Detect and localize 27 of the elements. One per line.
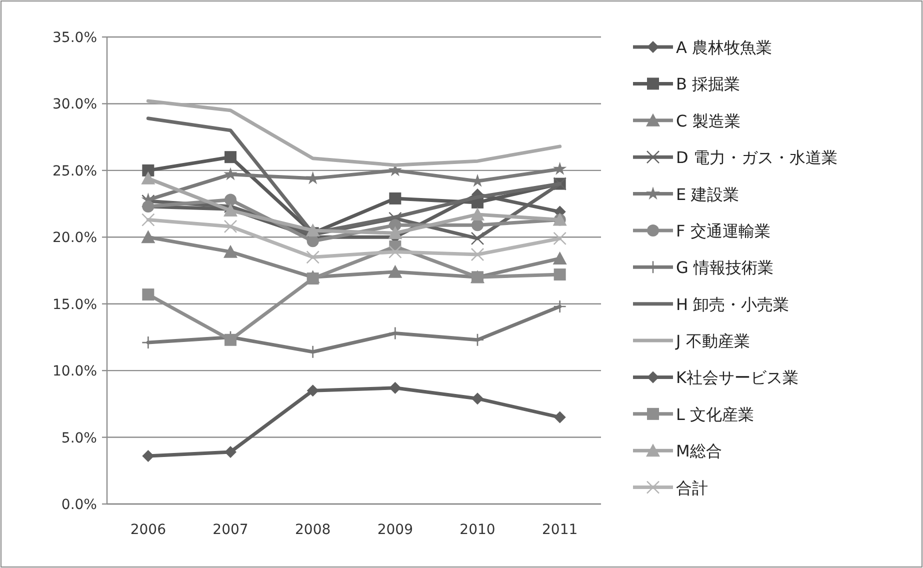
- legend-label: J 不動産業: [675, 332, 750, 351]
- x-tick-label: 2009: [377, 522, 413, 538]
- legend-label: 合計: [676, 478, 708, 498]
- y-tick-label: 30.0%: [52, 96, 97, 113]
- legend-label: L 文化産業: [676, 404, 754, 424]
- x-tick-label: 2008: [295, 522, 331, 538]
- legend-label: D 電力・ガス・水道業: [676, 148, 838, 168]
- legend-label: H 卸売・小売業: [676, 294, 790, 314]
- y-tick-label: 35.0%: [52, 30, 97, 46]
- y-tick-label: 0.0%: [61, 497, 97, 513]
- y-tick-label: 20.0%: [52, 230, 97, 246]
- y-tick-label: 25.0%: [52, 163, 97, 180]
- x-tick-label: 2010: [460, 522, 496, 538]
- legend-label: K社会サービス業: [676, 368, 798, 388]
- x-tick-label: 2006: [130, 522, 166, 538]
- legend-label: A 農林牧魚業: [676, 38, 772, 57]
- x-tick-label: 2011: [542, 522, 578, 538]
- y-tick-label: 15.0%: [52, 296, 97, 313]
- y-tick-label: 10.0%: [52, 364, 97, 380]
- x-tick-label: 2007: [212, 522, 248, 538]
- legend-label: F 交通運輸業: [676, 221, 770, 240]
- legend-label: B 採掘業: [676, 74, 740, 94]
- legend-label: C 製造業: [676, 111, 740, 130]
- legend-label: M総合: [676, 442, 722, 461]
- legend-label: E 建設業: [676, 184, 740, 204]
- legend-label: G 情報技術業: [676, 258, 774, 278]
- y-tick-label: 5.0%: [61, 430, 97, 446]
